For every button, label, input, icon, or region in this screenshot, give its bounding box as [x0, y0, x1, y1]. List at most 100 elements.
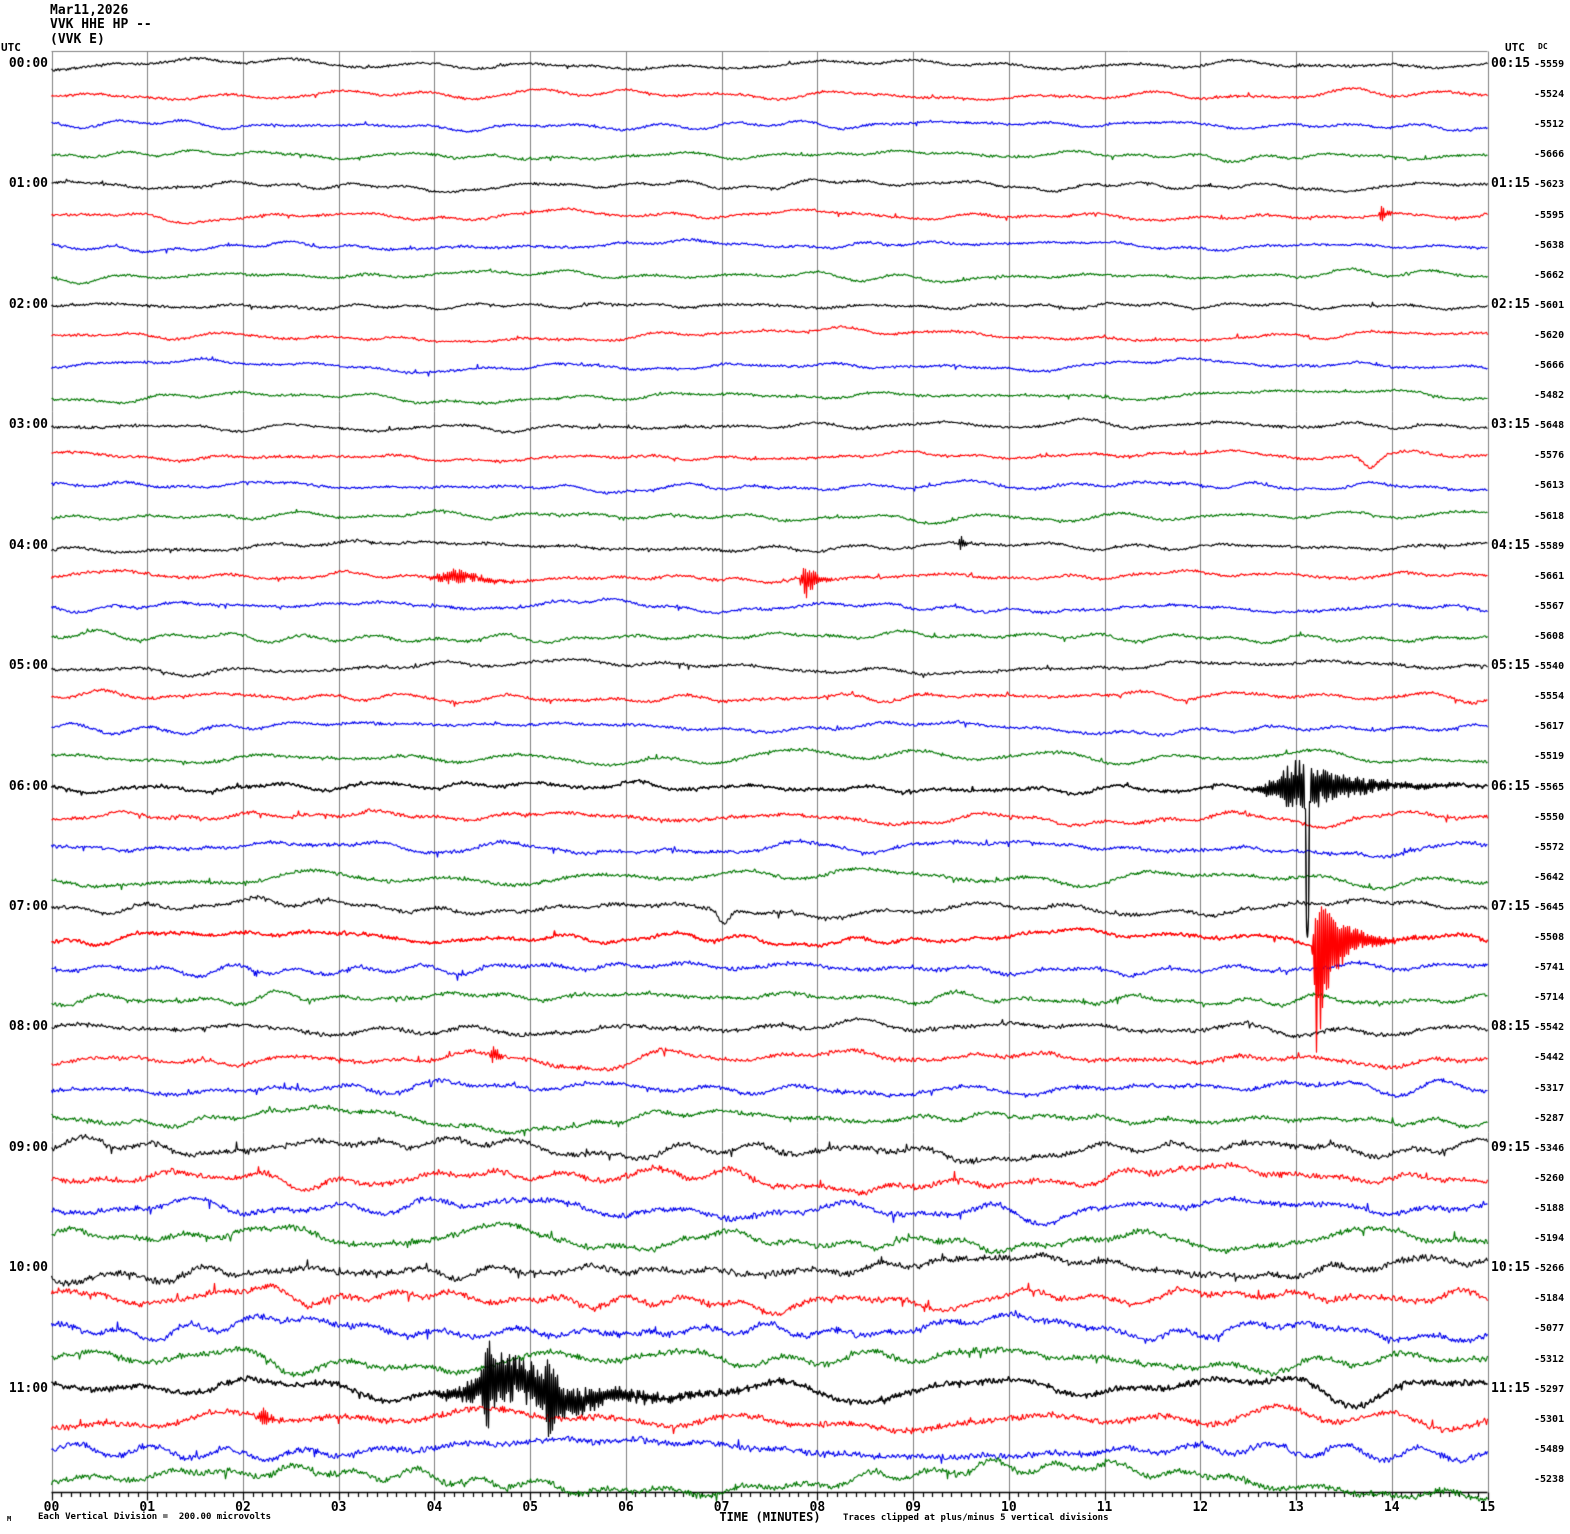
- dc-value: -5576: [1534, 450, 1565, 462]
- dc-value: -5550: [1534, 811, 1565, 823]
- dc-value: -5317: [1534, 1082, 1565, 1094]
- header-station: (VVK E): [50, 32, 105, 47]
- axis-tick-label: 02: [235, 1500, 251, 1515]
- dc-value: -5559: [1534, 59, 1565, 70]
- dc-value: -5589: [1534, 540, 1565, 552]
- axis-tick-label: 01: [139, 1500, 156, 1515]
- dc-value: -5595: [1534, 209, 1565, 221]
- right-time-label: 00:15: [1491, 56, 1531, 71]
- axis-tick-label: 12: [1192, 1500, 1209, 1515]
- dc-value: -5608: [1534, 631, 1565, 642]
- axis-tick-label: 10: [1001, 1500, 1017, 1515]
- dc-value: -5194: [1534, 1233, 1565, 1245]
- dc-value: -5346: [1534, 1142, 1565, 1154]
- dc-value: -5565: [1534, 781, 1565, 793]
- dc-value: -5666: [1534, 360, 1565, 372]
- dc-value: -5661: [1534, 570, 1565, 582]
- dc-value: -5645: [1534, 901, 1565, 913]
- axis-tick-label: 13: [1288, 1500, 1304, 1515]
- time-axis-title: TIME (MINUTES): [719, 1510, 821, 1524]
- left-time-label: 03:00: [8, 417, 48, 433]
- right-time-label: 03:15: [1491, 417, 1531, 433]
- dc-value: -5648: [1534, 420, 1565, 432]
- dc-value: -5601: [1534, 299, 1565, 311]
- left-time-label: 02:00: [8, 296, 48, 312]
- right-time-label: 01:15: [1491, 176, 1531, 192]
- dc-value: -5512: [1534, 119, 1565, 131]
- dc-value: -5184: [1534, 1293, 1565, 1305]
- header-channel: VVK HHE HP --: [50, 17, 152, 32]
- right-time-label: 02:15: [1491, 296, 1531, 312]
- left-time-label: 11:00: [8, 1380, 48, 1396]
- left-time-label: 09:00: [8, 1139, 48, 1155]
- axis-tick-label: 09: [905, 1500, 921, 1515]
- utc-left-header: UTC: [1, 41, 21, 54]
- axis-tick-label: 08: [809, 1500, 826, 1515]
- dc-value: -5077: [1534, 1323, 1565, 1335]
- axis-tick-label: 11: [1096, 1500, 1113, 1515]
- utc-right-header: UTC: [1505, 41, 1525, 54]
- axis-tick-label: 00: [43, 1500, 60, 1515]
- dc-value: -5572: [1534, 841, 1565, 853]
- dc-value: -5442: [1534, 1052, 1565, 1064]
- dc-value: -5613: [1534, 480, 1565, 492]
- dc-value: -5188: [1534, 1203, 1565, 1215]
- dc-value: -5312: [1534, 1353, 1565, 1365]
- watermark-glyph: M: [7, 1515, 12, 1523]
- dc-value: -5266: [1534, 1263, 1565, 1275]
- dc-value: -5567: [1534, 600, 1565, 612]
- right-time-label: 06:15: [1491, 778, 1531, 794]
- left-time-label: 01:00: [8, 176, 48, 192]
- dc-value: -5666: [1534, 149, 1565, 161]
- axis-tick-label: 14: [1383, 1500, 1400, 1515]
- left-time-label: 07:00: [8, 898, 48, 914]
- right-time-label: 04:15: [1491, 537, 1531, 553]
- dc-value: -5540: [1534, 661, 1565, 673]
- axis-tick-label: 15: [1479, 1500, 1496, 1515]
- dc-value: -5287: [1534, 1112, 1565, 1124]
- left-time-label: 00:00: [8, 56, 48, 71]
- dc-value: -5260: [1534, 1172, 1565, 1184]
- header-date: Mar11,2026: [50, 3, 129, 18]
- dc-value: -5623: [1534, 179, 1565, 191]
- dc-value: -5542: [1534, 1022, 1565, 1034]
- dc-value: -5662: [1534, 269, 1565, 281]
- left-time-label: 08:00: [8, 1019, 48, 1035]
- dc-value: -5617: [1534, 721, 1565, 733]
- dc-value: -5238: [1534, 1473, 1565, 1485]
- right-time-label: 05:15: [1491, 658, 1531, 674]
- axis-tick-label: 03: [330, 1500, 347, 1515]
- axis-tick-label: 07: [713, 1500, 730, 1515]
- left-time-label: 10:00: [8, 1260, 48, 1276]
- dc-value: -5297: [1534, 1383, 1565, 1395]
- clip-note: Traces clipped at plus/minus 5 vertical …: [843, 1513, 1109, 1523]
- right-time-label: 10:15: [1491, 1260, 1531, 1276]
- right-time-label: 08:15: [1491, 1019, 1531, 1035]
- right-time-label: 11:15: [1491, 1380, 1531, 1396]
- dc-value: -5618: [1534, 510, 1565, 522]
- axis-tick-label: 05: [522, 1500, 538, 1515]
- dc-value: -5519: [1534, 751, 1565, 763]
- dc-value: -5741: [1534, 962, 1565, 974]
- dc-value: -5642: [1534, 871, 1565, 883]
- dc-value: -5524: [1534, 89, 1565, 101]
- dc-value: -5301: [1534, 1413, 1565, 1425]
- dc-value: -5620: [1534, 329, 1565, 341]
- left-time-label: 06:00: [8, 778, 48, 794]
- axis-tick-label: 06: [618, 1500, 634, 1515]
- vertical-division-note: Each Vertical Division = 200.00 microvol…: [38, 1512, 271, 1522]
- dc-value: -5638: [1534, 239, 1565, 251]
- dc-value: -5554: [1534, 691, 1565, 703]
- right-time-label: 09:15: [1491, 1139, 1531, 1155]
- axis-tick-label: 04: [426, 1500, 443, 1515]
- right-time-label: 07:15: [1491, 898, 1531, 914]
- dc-value: -5482: [1534, 390, 1565, 402]
- dc-value: -5508: [1534, 932, 1565, 944]
- left-time-label: 05:00: [8, 658, 48, 674]
- dc-header: DC: [1538, 42, 1548, 51]
- dc-value: -5714: [1534, 992, 1565, 1004]
- dc-value: -5489: [1534, 1443, 1565, 1455]
- left-time-label: 04:00: [8, 537, 48, 553]
